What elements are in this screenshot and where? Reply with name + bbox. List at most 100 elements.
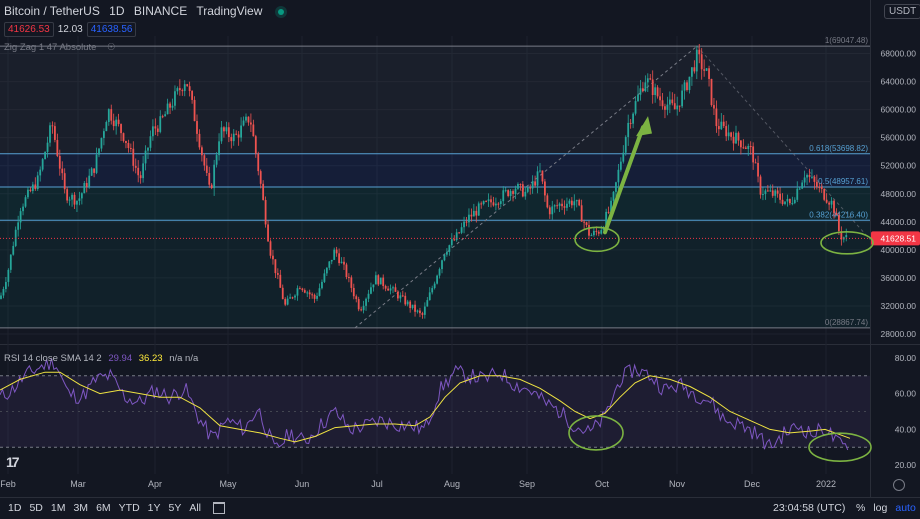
timeframe-1y[interactable]: 1Y: [147, 502, 161, 514]
candle-body: [399, 295, 402, 299]
candle-body: [463, 221, 465, 228]
candle-body: [27, 189, 29, 198]
candle-body: [433, 283, 436, 289]
timeframe-5d[interactable]: 5D: [29, 502, 43, 514]
zigzag-line: [354, 45, 698, 329]
candle-body: [139, 175, 142, 179]
candle-body: [0, 295, 2, 299]
timeframe-1m[interactable]: 1M: [50, 502, 66, 514]
candle-body: [639, 88, 642, 95]
candle-body: [252, 124, 255, 137]
currency-button[interactable]: USDT: [884, 4, 920, 19]
candle-body: [595, 230, 598, 232]
timeframe-5y[interactable]: 5Y: [168, 502, 182, 514]
timeframe-1d[interactable]: 1D: [8, 502, 22, 514]
candle-body: [499, 201, 502, 204]
candle-body: [823, 189, 826, 200]
sell-price-button[interactable]: 41626.53: [4, 22, 54, 37]
zigzag-label: Zig Zag 1 47 Absolute: [4, 42, 97, 53]
candle-body: [83, 183, 86, 194]
date-range-calendar-icon[interactable]: [213, 502, 226, 514]
candle-body: [76, 200, 78, 205]
symbol-title[interactable]: Bitcoin / TetherUS: [4, 4, 100, 18]
log-scale-toggle[interactable]: log: [873, 502, 888, 514]
candle-body: [705, 68, 708, 71]
candle-body: [766, 190, 769, 192]
candle-body: [664, 106, 666, 110]
candle-body: [558, 203, 561, 206]
candle-body: [318, 288, 321, 296]
timeframe-all[interactable]: All: [189, 502, 202, 514]
candle-body: [730, 132, 732, 137]
candle-body: [286, 298, 289, 305]
candle-body: [798, 188, 801, 190]
candle-body: [735, 132, 737, 144]
visibility-eye-icon[interactable]: ☉: [107, 42, 116, 53]
candle-body: [281, 287, 284, 300]
candle-body: [49, 125, 51, 143]
tradingview-logo-icon[interactable]: 17: [6, 454, 20, 470]
candle-body: [470, 214, 473, 217]
buy-price-button[interactable]: 41638.56: [86, 22, 137, 37]
candle-body: [546, 195, 549, 208]
candle-body: [166, 103, 169, 115]
candle-body: [455, 232, 458, 241]
candle-body: [715, 108, 718, 127]
candle-body: [127, 143, 130, 149]
candle-body: [423, 306, 426, 315]
candle-body: [41, 159, 44, 170]
candle-body: [830, 200, 833, 205]
timeframe-ytd[interactable]: YTD: [118, 502, 140, 514]
candle-body: [323, 273, 326, 282]
utc-clock[interactable]: 23:04:58 (UTC): [773, 502, 846, 514]
candle-body: [534, 181, 536, 186]
candle-body: [428, 292, 431, 301]
time-tick-label: Apr: [148, 479, 162, 489]
auto-scale-toggle[interactable]: auto: [895, 502, 916, 514]
zigzag-indicator-legend[interactable]: Zig Zag 1 47 Absolute ☉: [4, 42, 116, 53]
candle-body: [747, 146, 750, 150]
candle-body: [441, 260, 443, 270]
candle-body: [740, 140, 742, 148]
candle-body: [227, 127, 230, 138]
percent-scale-toggle[interactable]: %: [856, 502, 866, 514]
candle-body: [644, 82, 647, 92]
fib-zone: [0, 187, 870, 221]
candle-body: [289, 297, 291, 299]
candle-body: [93, 168, 95, 173]
interval-label[interactable]: 1D: [109, 4, 125, 18]
candle-body: [382, 277, 385, 287]
candle-body: [668, 99, 671, 105]
candle-body: [691, 67, 693, 77]
candle-body: [568, 200, 571, 204]
candle-body: [717, 126, 720, 130]
candle-body: [710, 78, 713, 106]
candle-body: [66, 189, 69, 201]
candle-body: [801, 182, 804, 189]
candle-body: [661, 100, 664, 107]
candle-body: [242, 120, 245, 126]
candle-body: [348, 277, 350, 279]
timeframe-6m[interactable]: 6M: [96, 502, 111, 514]
candle-body: [208, 172, 211, 185]
rsi-legend[interactable]: RSI 14 close SMA 14 2 29.94 36.23 n/a n/…: [4, 353, 198, 364]
candle-body: [259, 171, 262, 184]
candle-body: [695, 49, 698, 72]
candle-body: [367, 293, 370, 299]
time-tick-label: Oct: [595, 479, 610, 489]
candle-body: [744, 147, 747, 150]
candle-body: [448, 245, 451, 252]
candle-body: [279, 274, 282, 288]
settings-gear-icon[interactable]: [893, 479, 905, 491]
candle-body: [198, 133, 201, 148]
candle-body: [117, 119, 120, 125]
candle-body: [678, 105, 681, 107]
candle-body: [468, 214, 470, 223]
candle-body: [808, 174, 811, 177]
candle-body: [85, 183, 88, 187]
candle-body: [708, 68, 710, 79]
candle-body: [254, 136, 257, 154]
candle-body: [154, 126, 157, 129]
timeframe-3m[interactable]: 3M: [73, 502, 89, 514]
